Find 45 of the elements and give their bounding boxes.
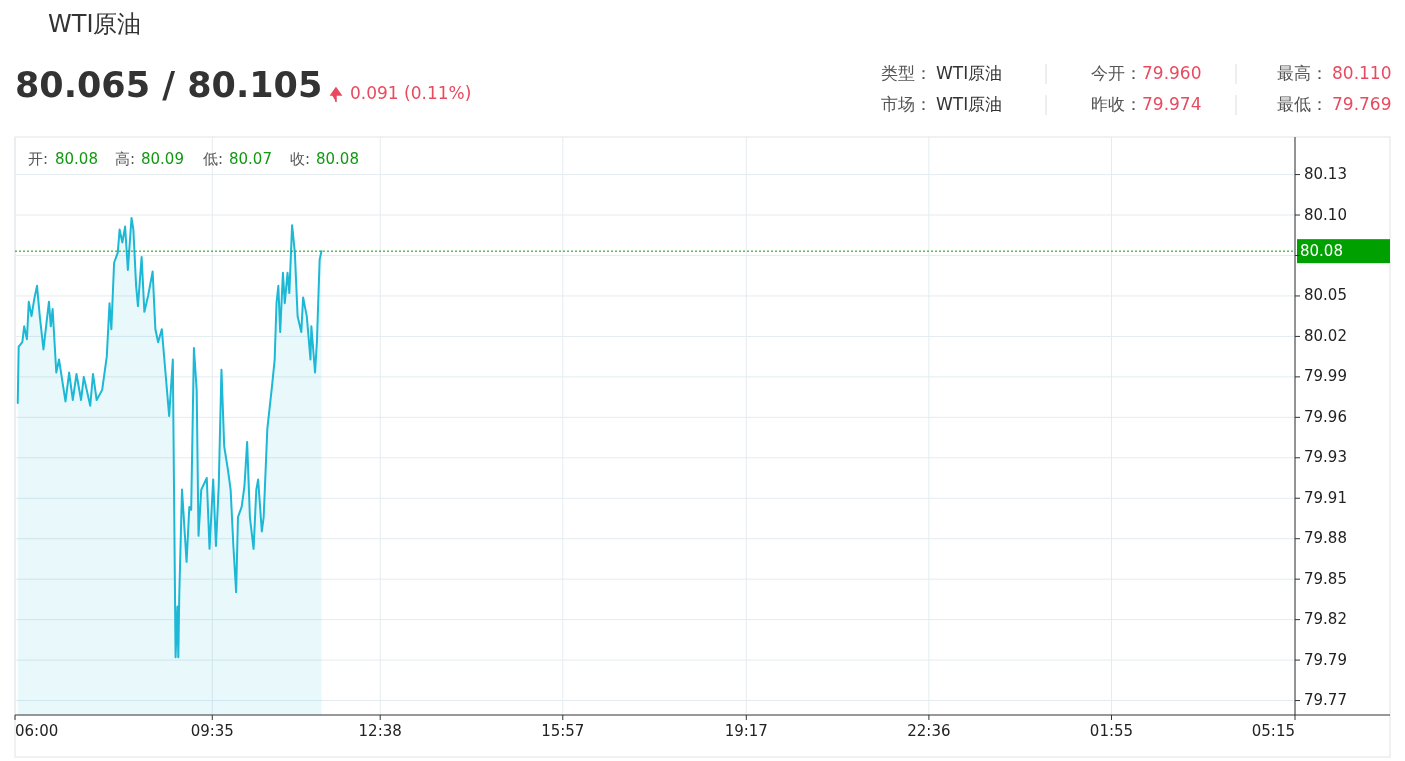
annotation: 昨收： [1091, 94, 1142, 114]
ytick: 79.91 [1304, 488, 1347, 507]
annotation: 最高： [1277, 63, 1328, 83]
ytick: 80.02 [1304, 326, 1347, 345]
annotation: 80.07 [229, 149, 272, 168]
annotation: 高: [115, 149, 136, 168]
annotation: 收: [290, 149, 311, 168]
annotation: WTI原油 [936, 63, 1003, 83]
xtick: 05:15 [1251, 721, 1295, 740]
xtick: 01:55 [1089, 721, 1134, 740]
ytick: 79.82 [1304, 610, 1347, 629]
ytick: 79.99 [1304, 367, 1347, 386]
annotation: 80.09 [141, 149, 184, 168]
ytick: 79.77 [1304, 691, 1347, 710]
xtick: 22:36 [907, 721, 951, 740]
ytick: 79.85 [1304, 569, 1347, 588]
ytick: 80.10 [1304, 205, 1347, 224]
ytick: 79.88 [1304, 529, 1347, 548]
annotation: 低: [203, 149, 224, 168]
annotation: 最低： [1277, 94, 1328, 114]
ytick: 80.13 [1304, 165, 1347, 184]
annotation: 开: [28, 149, 49, 168]
annotation: 市场： [881, 94, 932, 114]
xtick: 09:35 [190, 721, 234, 740]
ytick: 80.05 [1304, 286, 1347, 305]
xtick: 12:38 [358, 721, 402, 740]
xtick: 15:57 [541, 721, 585, 740]
annotation: 今开： [1091, 63, 1142, 83]
annotation: 80.08 [316, 149, 359, 168]
xtick: 06:00 [15, 721, 59, 740]
annotation: WTI原油 [936, 94, 1003, 114]
ytick: 79.79 [1304, 650, 1347, 669]
annotation: 类型： [881, 63, 932, 83]
annotation: 79.960 [1142, 63, 1202, 83]
ref-label: 80.08 [1300, 241, 1343, 260]
annotation: 0.091 (0.11%) [350, 83, 472, 103]
subtitle: 80.065 / 80.105 [15, 65, 323, 105]
xtick: 19:17 [724, 721, 768, 740]
annotation: 80.08 [55, 149, 98, 168]
title: WTI原油 [48, 10, 142, 38]
annotation: 79.974 [1142, 94, 1202, 114]
ytick: 79.96 [1304, 407, 1347, 426]
ytick: 79.93 [1304, 448, 1347, 467]
annotation: 80.110 [1332, 63, 1392, 83]
annotation: 79.769 [1332, 94, 1392, 114]
